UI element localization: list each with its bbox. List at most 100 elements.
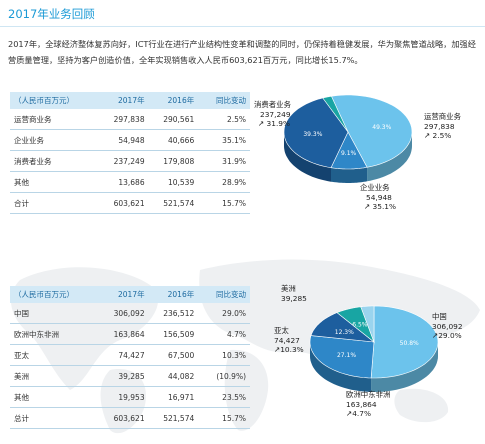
table-cell: 521,574: [148, 192, 199, 214]
segment-value: 39,285: [281, 293, 307, 303]
column-header: （人民币百万元）: [10, 286, 99, 303]
segment-value: 306,092: [432, 321, 463, 331]
column-header: 2017年: [98, 286, 149, 303]
business-slice-side: [284, 132, 331, 182]
table-row: 美洲 39,285 44,082 (10.9%): [10, 365, 250, 387]
column-header: 2016年: [148, 286, 199, 303]
table-cell: 16,971: [148, 386, 199, 408]
region-percent-label: 6.5%: [352, 321, 368, 328]
table-row: 其他 19,953 16,971 23.5%: [10, 386, 250, 408]
label-china: 中国 306,092 ↗29.0%: [432, 312, 463, 341]
segment-name: 消费者业务: [254, 100, 291, 109]
column-header: 同比变动: [198, 92, 250, 109]
table-row: 企业业务 54,948 40,666 35.1%: [10, 129, 250, 151]
region-percent-label: 12.3%: [335, 329, 354, 336]
row-label: 消费者业务: [10, 150, 99, 172]
region-pie-chart: 50.8% 27.1% 12.3%6.5%: [309, 305, 439, 392]
table-row-total: 合计 603,621 521,574 15.7%: [10, 192, 250, 214]
segment-name: 欧洲中东非洲: [346, 390, 391, 399]
column-header: 2017年: [98, 92, 149, 109]
row-label: 企业业务: [10, 129, 99, 151]
row-label: 总计: [10, 407, 99, 429]
region-slice-side: [310, 342, 372, 392]
region-percent-label: 50.8%: [400, 340, 419, 347]
table-row: 欧洲中东非洲 163,864 156,509 4.7%: [10, 323, 250, 345]
table-cell: 35.1%: [198, 129, 250, 151]
table-cell: 4.7%: [198, 323, 250, 345]
region-slice-side: [371, 342, 438, 392]
segment-value: 237,249: [260, 109, 291, 119]
table-cell: 603,621: [98, 407, 149, 429]
row-label: 美洲: [10, 365, 99, 387]
table-cell: 23.5%: [198, 386, 250, 408]
table-cell: 15.7%: [198, 192, 250, 214]
business-percent-label: 39.3%: [303, 131, 322, 138]
segment-name: 亚太: [274, 326, 289, 335]
segment-change: ↗ 35.1%: [364, 202, 397, 211]
business-slice: [330, 131, 368, 170]
table-cell: 306,092: [98, 303, 149, 324]
row-label: 中国: [10, 303, 99, 324]
label-asia-pacific: 亚太 74,427 ↗10.3%: [274, 326, 304, 355]
table-cell: 15.7%: [198, 407, 250, 429]
business-slice-side: [331, 167, 368, 183]
column-header: （人民币百万元）: [10, 92, 99, 109]
segment-change: ↗10.3%: [274, 345, 304, 354]
table-cell: 31.9%: [198, 150, 250, 172]
label-carrier: 运营商业务 297,838 ↗ 2.5%: [424, 112, 461, 141]
table-cell: 603,621: [98, 192, 149, 214]
segment-value: 74,427: [274, 335, 300, 345]
table-cell: 237,249: [98, 150, 149, 172]
segment-name: 企业业务: [360, 183, 390, 192]
row-label: 合计: [10, 192, 99, 214]
title-divider: [0, 26, 485, 27]
table-cell: (10.9%): [198, 365, 250, 387]
table-cell: 297,838: [98, 109, 149, 130]
table-row: 运营商业务 297,838 290,561 2.5%: [10, 109, 250, 130]
table-cell: 521,574: [148, 407, 199, 429]
segment-change: ↗ 31.9%: [258, 119, 291, 128]
table-row: 消费者业务 237,249 179,808 31.9%: [10, 150, 250, 172]
label-consumer: 消费者业务 237,249 ↗ 31.9%: [254, 100, 291, 129]
table-cell: 28.9%: [198, 171, 250, 193]
table-cell: 54,948: [98, 129, 149, 151]
table-cell: 74,427: [98, 344, 149, 366]
table-cell: 13,686: [98, 171, 149, 193]
table-cell: 10.3%: [198, 344, 250, 366]
page-title: 2017年业务回顾: [8, 7, 95, 21]
segment-name: 运营商业务: [424, 112, 461, 121]
business-percent-label: 9.1%: [341, 150, 357, 157]
table-cell: 39,285: [98, 365, 149, 387]
segment-change: ↗ 2.5%: [424, 131, 452, 140]
segment-change: ↗4.7%: [346, 409, 371, 418]
table-row: 亚太 74,427 67,500 10.3%: [10, 344, 250, 366]
business-segment-pie-chart: 49.3% 9.1% 39.3%: [283, 94, 413, 183]
segment-name: 美洲: [281, 284, 296, 293]
region-slice: [310, 312, 375, 343]
region-table: （人民币百万元） 2017年 2016年 同比变动 中国 306,092 236…: [10, 286, 250, 429]
label-americas: 美洲 39,285: [281, 284, 307, 303]
table-header: （人民币百万元） 2017年 2016年 同比变动: [10, 286, 250, 303]
region-percent-label: 27.1%: [337, 352, 356, 359]
business-slice-side: [367, 132, 412, 182]
table-row: 中国 306,092 236,512 29.0%: [10, 303, 250, 324]
region-slice: [336, 306, 375, 343]
table-cell: 44,082: [148, 365, 199, 387]
region-slice: [360, 305, 375, 343]
business-percent-label: 49.3%: [372, 124, 391, 131]
business-slice: [322, 96, 349, 133]
label-enterprise: 企业业务 54,948 ↗ 35.1%: [360, 183, 396, 212]
column-header: 2016年: [148, 92, 199, 109]
row-label: 运营商业务: [10, 109, 99, 130]
row-label: 亚太: [10, 344, 99, 366]
segment-value: 54,948: [366, 192, 392, 202]
segment-change: ↗29.0%: [432, 331, 462, 340]
segment-value: 163,864: [346, 399, 377, 409]
table-row: 其他 13,686 10,539 28.9%: [10, 171, 250, 193]
table-cell: 40,666: [148, 129, 199, 151]
business-slice: [283, 97, 349, 169]
table-header: （人民币百万元） 2017年 2016年 同比变动: [10, 92, 250, 109]
business-slice: [330, 94, 413, 168]
table-cell: 236,512: [148, 303, 199, 324]
table-cell: 290,561: [148, 109, 199, 130]
